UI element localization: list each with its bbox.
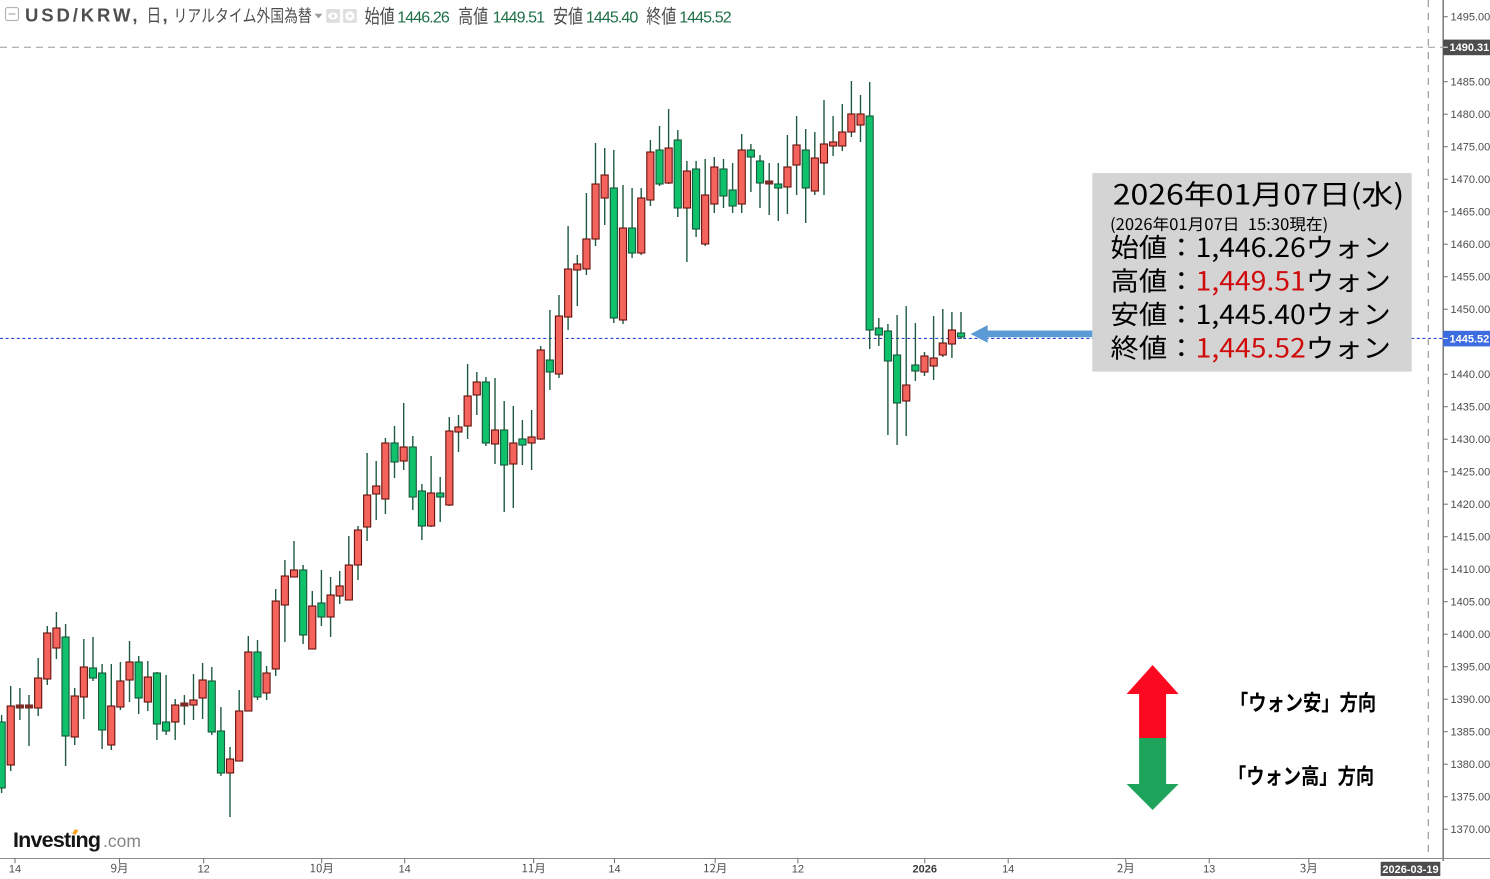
svg-text:1449.51: 1449.51	[493, 10, 546, 27]
svg-text:1375.00: 1375.00	[1451, 792, 1490, 804]
svg-text:,: ,	[163, 5, 168, 26]
svg-text:Investing: Investing	[13, 828, 100, 852]
svg-text:14: 14	[1002, 863, 1014, 875]
svg-text:14: 14	[399, 863, 411, 875]
svg-text:1475.00: 1475.00	[1451, 142, 1490, 154]
svg-text:1415.00: 1415.00	[1451, 532, 1490, 544]
svg-text:1405.00: 1405.00	[1451, 597, 1490, 609]
svg-text:1485.00: 1485.00	[1451, 77, 1490, 89]
svg-text:12: 12	[792, 863, 804, 875]
svg-text:1446.26: 1446.26	[397, 10, 450, 27]
svg-text:1370.00: 1370.00	[1451, 824, 1490, 836]
svg-text:1420.00: 1420.00	[1451, 499, 1490, 511]
svg-text:14: 14	[608, 863, 620, 875]
svg-text:1490.31: 1490.31	[1450, 42, 1490, 54]
svg-text:1450.00: 1450.00	[1451, 304, 1490, 316]
svg-text:1495.00: 1495.00	[1451, 12, 1490, 24]
svg-text:2026-03-19: 2026-03-19	[1382, 864, 1438, 876]
svg-text:12: 12	[198, 863, 210, 875]
svg-text:1440.00: 1440.00	[1451, 369, 1490, 381]
svg-text:1400.00: 1400.00	[1451, 629, 1490, 641]
svg-text:1425.00: 1425.00	[1451, 467, 1490, 479]
svg-text:1390.00: 1390.00	[1451, 694, 1490, 706]
svg-text:1430.00: 1430.00	[1451, 434, 1490, 446]
svg-text:.com: .com	[103, 831, 141, 851]
svg-text:USD/KRW,: USD/KRW,	[25, 5, 140, 26]
svg-text:1465.00: 1465.00	[1451, 207, 1490, 219]
svg-text:1460.00: 1460.00	[1451, 239, 1490, 251]
svg-text:1455.00: 1455.00	[1451, 272, 1490, 284]
svg-text:1445.52: 1445.52	[679, 10, 732, 27]
svg-text:1395.00: 1395.00	[1451, 662, 1490, 674]
svg-text:1445.52: 1445.52	[1450, 333, 1490, 345]
svg-text:1445.40: 1445.40	[586, 10, 639, 27]
svg-text:1435.00: 1435.00	[1451, 402, 1490, 414]
svg-text:13: 13	[1203, 863, 1215, 875]
svg-text:2026: 2026	[913, 863, 937, 875]
svg-text:14: 14	[9, 863, 21, 875]
svg-text:1470.00: 1470.00	[1451, 174, 1490, 186]
svg-text:1480.00: 1480.00	[1451, 109, 1490, 121]
svg-text:1380.00: 1380.00	[1451, 759, 1490, 771]
svg-text:1385.00: 1385.00	[1451, 727, 1490, 739]
svg-text:1410.00: 1410.00	[1451, 564, 1490, 576]
